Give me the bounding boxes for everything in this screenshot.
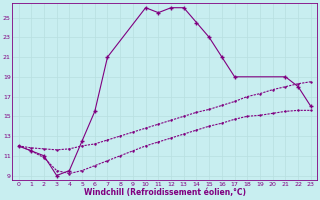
X-axis label: Windchill (Refroidissement éolien,°C): Windchill (Refroidissement éolien,°C) — [84, 188, 246, 197]
